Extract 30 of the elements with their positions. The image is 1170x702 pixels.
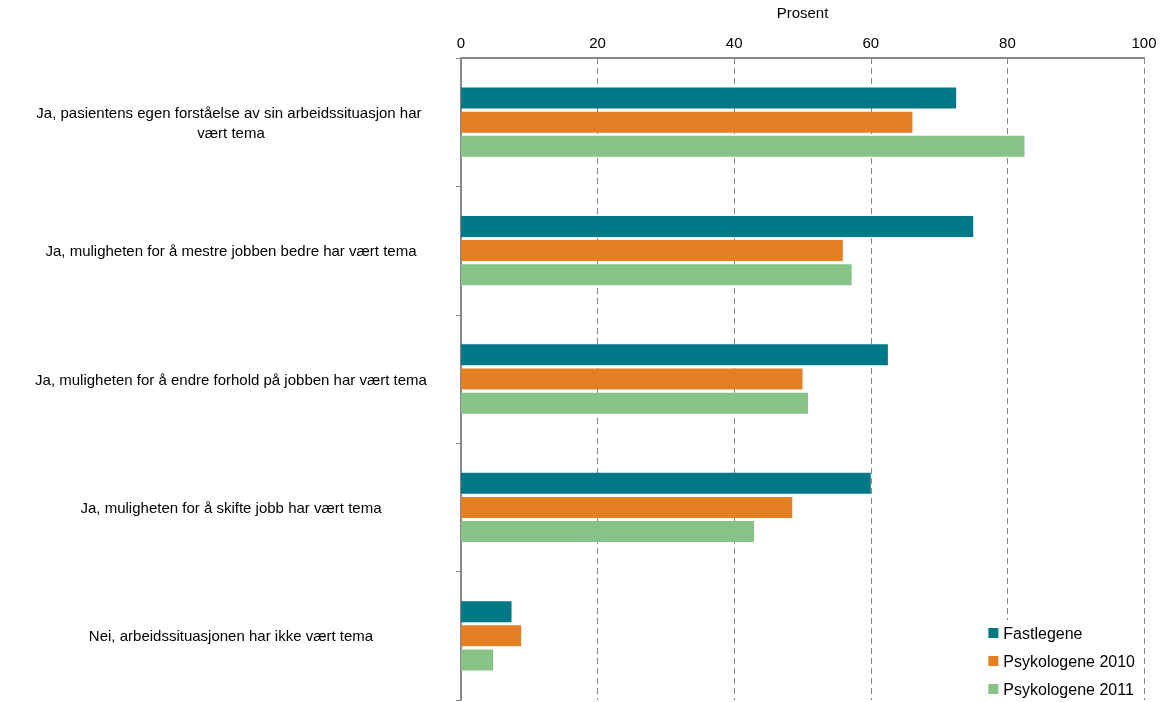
bar [461, 344, 888, 366]
x-tick-label: 20 [589, 34, 606, 51]
bar [461, 392, 808, 414]
legend-label: Psykologene 2011 [1003, 680, 1134, 698]
y-tick-label: Ja, pasientens egen forståelse av sin arbeidssituasjon har vært tema [36, 103, 426, 141]
x-tick-label: 40 [725, 34, 743, 51]
bar [461, 240, 843, 262]
bar [461, 111, 913, 133]
bar [461, 215, 974, 237]
y-tick-label: Ja, muligheten for å mestre jobben bedre har vært tema [45, 242, 418, 260]
bar [461, 625, 522, 647]
legend-label: Psykologene 2010 [1003, 652, 1136, 670]
x-tick-label: 80 [999, 34, 1016, 51]
bar [461, 496, 793, 518]
x-axis-title: Prosent [776, 4, 830, 21]
x-tick-label: 60 [862, 34, 880, 51]
bar [461, 87, 957, 109]
bar [461, 649, 494, 671]
bar [461, 264, 852, 286]
bar [461, 521, 755, 543]
x-tick-label: 0 [456, 34, 466, 51]
y-tick-label: Nei, arbeidssituasjonen har ikke vært tema [88, 627, 374, 645]
bar [461, 472, 871, 494]
bar [461, 368, 803, 390]
x-tick-label: 100 [1131, 34, 1157, 51]
y-tick-label: Ja, muligheten for å skifte jobb har vært tema [80, 498, 383, 516]
legend-label: Fastlegene [1003, 624, 1083, 642]
bar [461, 135, 1025, 157]
y-tick-label: Ja, muligheten for å endre forhold på jobben har vært tema [35, 370, 428, 388]
bar [461, 601, 512, 623]
